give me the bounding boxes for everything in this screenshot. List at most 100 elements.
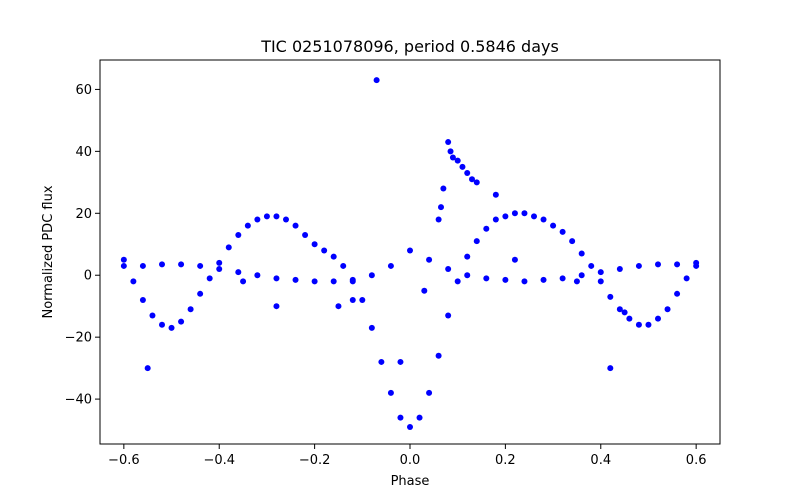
data-point [621, 309, 628, 316]
data-point [244, 222, 251, 229]
x-tick-label: −0.2 [299, 453, 331, 468]
data-point [438, 204, 444, 211]
data-point [349, 297, 356, 303]
data-point [464, 253, 471, 260]
data-point [178, 261, 185, 268]
data-point [144, 365, 151, 372]
data-point [445, 266, 452, 273]
data-point [206, 275, 213, 282]
data-point [311, 241, 318, 248]
data-point [597, 269, 604, 276]
data-point [464, 170, 471, 177]
data-point [159, 261, 165, 268]
data-point [550, 222, 557, 229]
data-point [531, 213, 537, 220]
data-point [178, 318, 185, 325]
data-point [373, 77, 380, 84]
data-point [459, 163, 466, 170]
data-point [626, 315, 633, 322]
data-point [335, 303, 342, 310]
data-point [511, 210, 518, 217]
data-points [120, 77, 700, 430]
data-point [693, 262, 700, 269]
data-point [416, 414, 423, 421]
y-tick-label: 20 [75, 207, 92, 222]
data-point [421, 287, 428, 294]
data-point [445, 139, 452, 146]
y-tick-label: −20 [65, 331, 92, 346]
data-point [240, 278, 247, 285]
data-point [569, 238, 576, 245]
data-point [578, 272, 585, 279]
data-point [378, 358, 385, 365]
data-point [483, 225, 490, 232]
x-axis-label: Phase [391, 474, 430, 489]
data-point [302, 231, 309, 238]
data-point [120, 262, 127, 269]
data-point [397, 414, 404, 421]
data-point [445, 312, 452, 319]
data-point [216, 259, 223, 266]
x-tick-label: −0.6 [108, 453, 140, 468]
data-point [407, 247, 413, 254]
x-tick-label: 0.6 [686, 453, 707, 468]
data-point [616, 306, 623, 313]
data-point [454, 278, 461, 285]
data-point [197, 290, 204, 297]
data-point [273, 303, 280, 310]
data-point [311, 278, 318, 285]
data-point [435, 352, 442, 359]
data-point [464, 272, 471, 279]
data-point [397, 358, 404, 365]
data-point [645, 321, 652, 328]
data-point [225, 244, 232, 251]
data-point [483, 275, 490, 282]
data-point [635, 262, 642, 269]
data-point [655, 261, 661, 268]
data-point [492, 191, 499, 198]
data-point [492, 216, 499, 223]
data-point [387, 389, 394, 396]
data-point [254, 216, 261, 223]
data-point [449, 154, 456, 161]
data-point [435, 216, 442, 223]
data-point [407, 423, 413, 430]
data-point [340, 262, 347, 269]
x-tick-label: 0.4 [590, 453, 611, 468]
data-point [664, 306, 671, 313]
data-point [473, 238, 480, 245]
data-point [292, 222, 299, 229]
data-point [511, 256, 518, 263]
data-point [197, 262, 204, 269]
data-point [139, 297, 146, 303]
data-point [502, 213, 509, 220]
data-point [387, 262, 394, 269]
y-axis-ticks: −40 −20 0 20 40 60 [65, 83, 100, 408]
data-point [235, 269, 242, 276]
data-point [149, 312, 156, 319]
data-point [159, 321, 165, 328]
data-point [607, 293, 614, 300]
data-point [655, 315, 661, 322]
data-point [273, 213, 280, 220]
data-point [473, 179, 480, 186]
x-tick-label: 0.2 [495, 453, 516, 468]
data-point [273, 275, 280, 282]
data-point [426, 389, 433, 396]
data-point [469, 176, 475, 183]
data-point [235, 231, 242, 238]
data-point [540, 216, 547, 223]
y-tick-label: 40 [75, 145, 92, 160]
x-axis-ticks: −0.6 −0.4 −0.2 0.0 0.2 0.4 0.6 [108, 444, 706, 468]
data-point [597, 278, 604, 285]
data-point [588, 262, 595, 269]
data-point [559, 228, 566, 235]
y-tick-label: 60 [75, 83, 92, 98]
data-point [607, 365, 614, 372]
data-point [674, 290, 681, 297]
y-axis-label: Normalized PDC flux [41, 185, 56, 318]
data-point [292, 276, 299, 283]
data-point [283, 216, 289, 223]
data-point [187, 306, 194, 313]
